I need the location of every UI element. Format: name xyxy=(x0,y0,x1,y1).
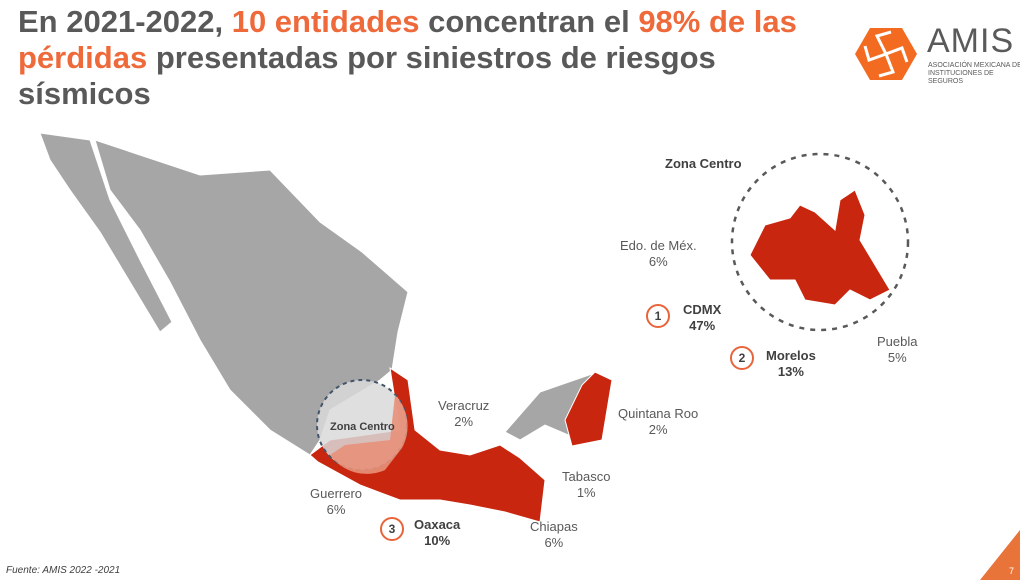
source-note: Fuente: AMIS 2022 -2021 xyxy=(6,565,121,576)
state-label-morelos: Morelos 13% xyxy=(766,348,816,379)
state-label-cdmx: CDMX 47% xyxy=(683,302,722,333)
mexico-gray-states xyxy=(39,132,593,456)
state-label-puebla: Puebla 5% xyxy=(877,334,918,365)
inset-title: Zona Centro xyxy=(665,156,742,171)
rank-badge-3: 3 xyxy=(380,517,404,541)
state-label-tabasco: Tabasco 1% xyxy=(562,469,611,500)
rank-badge-2: 2 xyxy=(730,346,754,370)
amis-logo: AMIS ASOCIACIÓN MEXICANA DE INSTITUCIONE… xyxy=(855,22,1020,86)
state-label-oaxaca: Oaxaca 10% xyxy=(414,517,461,548)
state-label-chiapas: Chiapas 6% xyxy=(530,519,578,550)
logo-name: AMIS xyxy=(927,22,1015,60)
zona-centro-label: Zona Centro xyxy=(330,421,395,433)
zona-centro-inset-states xyxy=(749,189,891,306)
rank-badge-1: 1 xyxy=(646,304,670,328)
corner-decoration xyxy=(980,530,1020,580)
amis-hexagon-icon xyxy=(855,28,917,80)
state-label-quintana-roo: Quintana Roo 2% xyxy=(618,406,699,437)
page-number: 7 xyxy=(1008,566,1014,576)
logo-subtitle: ASOCIACIÓN MEXICANA DE INSTITUCIONES DE … xyxy=(928,62,1020,85)
page-title: En 2021-2022, 10 entidades concentran el… xyxy=(18,4,797,111)
state-label-edomex: Edo. de Méx. 6% xyxy=(620,238,697,269)
zona-centro-inset-circle xyxy=(730,152,910,332)
state-label-guerrero: Guerrero 6% xyxy=(310,486,363,517)
state-label-veracruz: Veracruz 2% xyxy=(438,398,490,429)
